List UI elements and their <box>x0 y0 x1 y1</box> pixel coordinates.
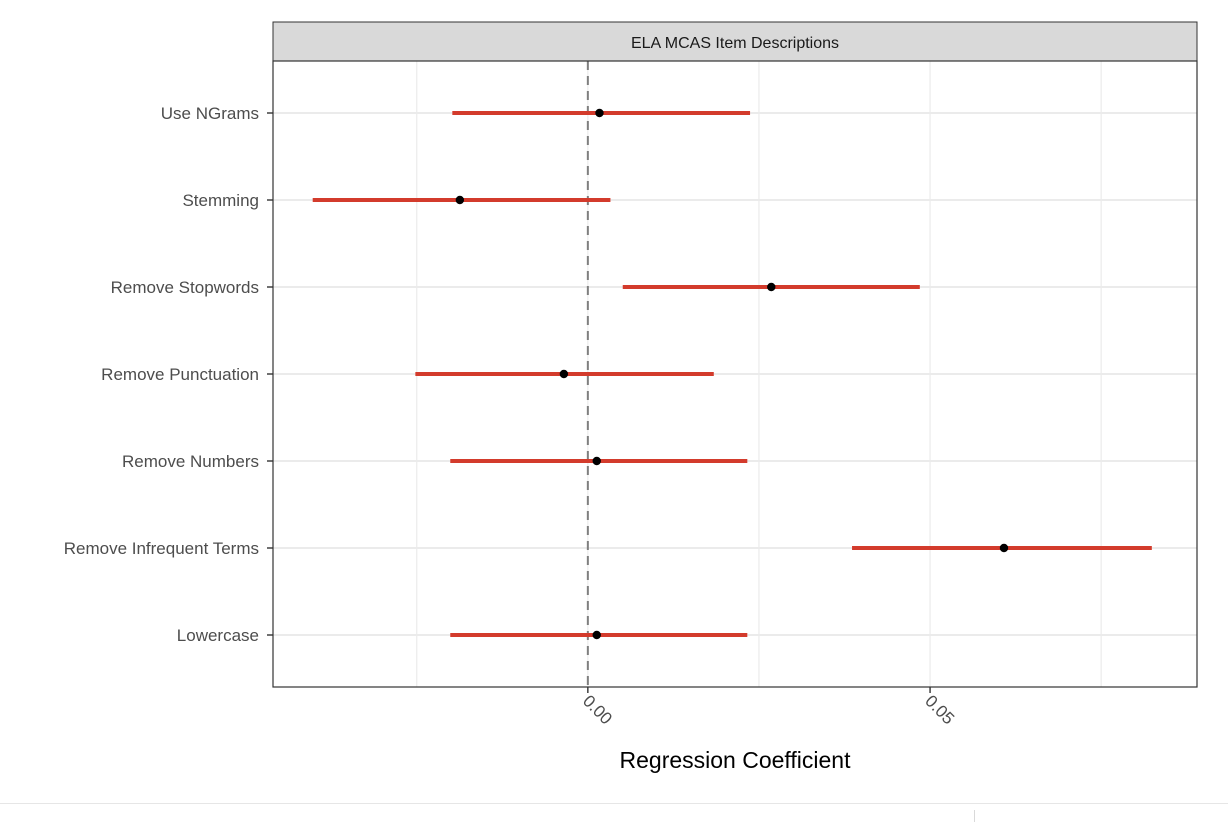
x-axis-tick-label: 0.05 <box>921 691 958 728</box>
point-estimate <box>592 630 601 640</box>
y-axis-tick-label: Lowercase <box>177 626 259 645</box>
x-axis: 0.00 0.05 <box>579 687 958 728</box>
y-axis-tick-label: Remove Punctuation <box>101 365 259 384</box>
point-group <box>455 108 1009 640</box>
grid-lines <box>273 61 1197 687</box>
y-axis-tick-label: Stemming <box>182 191 259 210</box>
y-axis-tick-label: Use NGrams <box>161 104 259 123</box>
y-axis-tick-label: Remove Stopwords <box>111 278 259 297</box>
x-axis-tick-label: 0.00 <box>579 691 616 728</box>
point-estimate <box>999 543 1009 553</box>
point-estimate <box>595 108 604 118</box>
x-axis-title: Regression Coefficient <box>620 747 852 773</box>
bottom-divider-tick <box>974 810 975 822</box>
point-estimate <box>592 456 601 466</box>
y-axis-tick-label: Remove Infrequent Terms <box>64 539 259 558</box>
panel-strip <box>272 21 1198 62</box>
y-axis: Use NGrams Stemming Remove Stopwords Remove… <box>64 104 273 645</box>
bottom-divider <box>0 803 1228 804</box>
point-estimate <box>559 369 569 379</box>
point-estimate <box>767 282 776 292</box>
point-estimate <box>455 195 465 205</box>
y-axis-tick-label: Remove Numbers <box>122 452 259 471</box>
panel-strip-title: ELA MCAS Item Descriptions <box>631 35 839 52</box>
